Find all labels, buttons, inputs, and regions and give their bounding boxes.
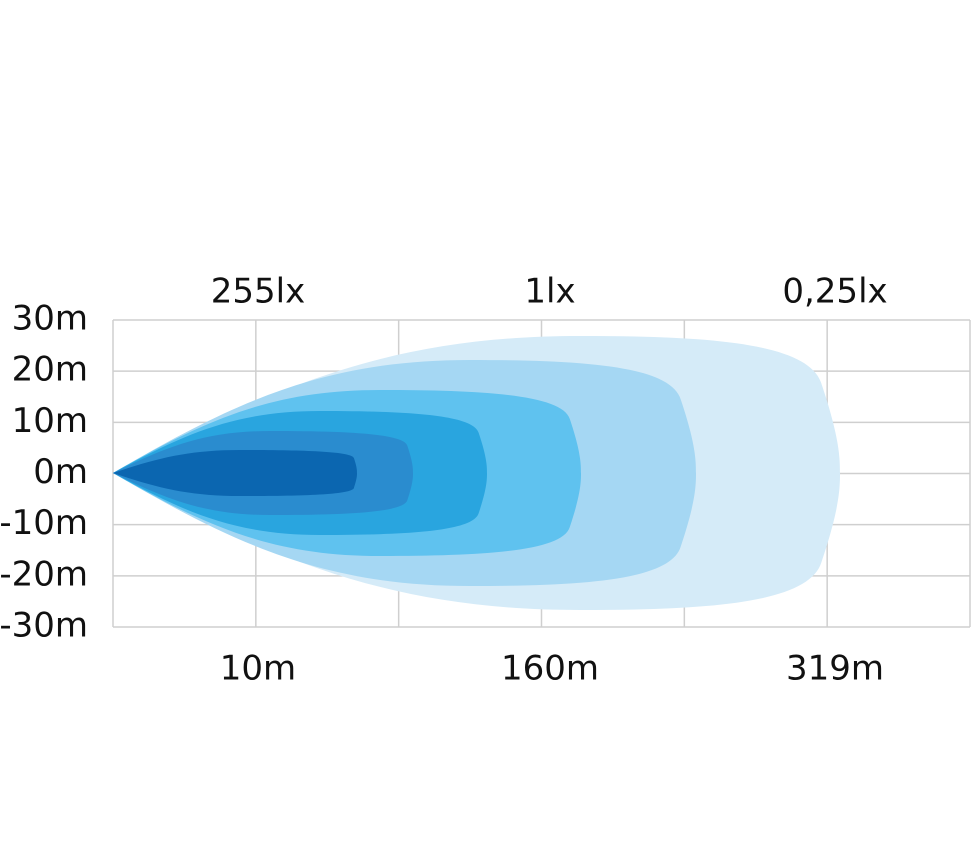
lux-label: 0,25lx bbox=[782, 272, 887, 312]
labels: 30m 20m 10m 0m -10m -20m -30m 255lx 1lx 0,25lx 10m… bbox=[0, 272, 888, 689]
y-axis-label: 20m bbox=[12, 350, 88, 390]
y-axis-label: 30m bbox=[12, 299, 88, 339]
y-axis-label: -30m bbox=[0, 606, 88, 646]
beam-zone bbox=[113, 450, 357, 496]
y-axis-label: -10m bbox=[0, 503, 88, 543]
distance-label: 319m bbox=[786, 649, 884, 689]
y-axis-label: 10m bbox=[12, 401, 88, 441]
distance-label: 10m bbox=[220, 649, 296, 689]
distance-label: 160m bbox=[501, 649, 599, 689]
lux-label: 1lx bbox=[524, 272, 575, 312]
y-axis-label: -20m bbox=[0, 554, 88, 594]
y-axis-label: 0m bbox=[33, 452, 88, 492]
lux-label: 255lx bbox=[211, 272, 305, 312]
beam-pattern bbox=[113, 336, 840, 610]
